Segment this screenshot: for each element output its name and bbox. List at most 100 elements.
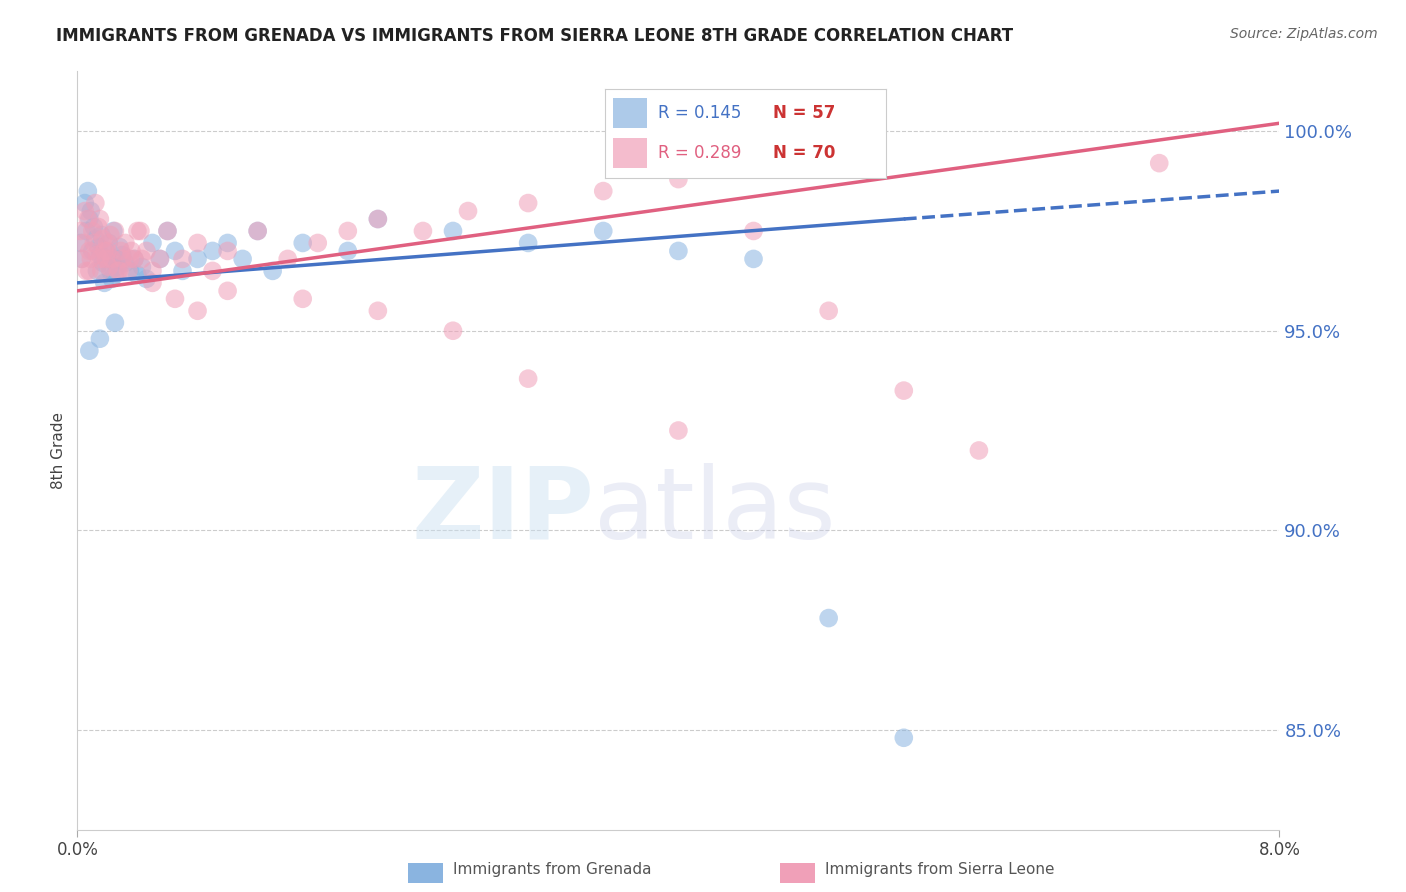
Point (217, 284, 239, 298)
Point (114, 256, 136, 270)
Point (186, 303, 209, 318)
Point (441, 224, 464, 238)
Point (80, 252, 103, 266)
Point (131, 260, 153, 274)
Point (97, 235, 120, 250)
Point (517, 235, 540, 250)
Text: atlas: atlas (595, 463, 837, 559)
Point (82, 224, 104, 238)
Point (100, 227, 122, 242)
Point (156, 224, 179, 238)
Point (90, 227, 112, 242)
Point (96, 244, 118, 258)
Point (107, 260, 129, 274)
Point (108, 240, 131, 254)
Text: Source: ZipAtlas.com: Source: ZipAtlas.com (1230, 27, 1378, 41)
Point (336, 224, 359, 238)
Y-axis label: 8th Grade: 8th Grade (51, 412, 66, 489)
Point (83, 235, 105, 250)
Point (127, 224, 149, 238)
Point (104, 316, 127, 330)
Point (90, 264, 112, 278)
Point (172, 264, 194, 278)
Point (86, 248, 108, 262)
Point (118, 264, 141, 278)
Point (149, 252, 172, 266)
Point (141, 235, 163, 250)
Point (186, 252, 209, 266)
Point (367, 212, 389, 227)
Point (592, 224, 614, 238)
Point (668, 172, 690, 186)
Point (592, 184, 614, 198)
Point (172, 252, 194, 266)
Point (84, 232, 107, 246)
Text: IMMIGRANTS FROM GRENADA VS IMMIGRANTS FROM SIERRA LEONE 8TH GRADE CORRELATION CH: IMMIGRANTS FROM GRENADA VS IMMIGRANTS FR… (56, 27, 1014, 45)
Point (69, 224, 91, 238)
Point (114, 235, 136, 250)
Text: N = 57: N = 57 (773, 104, 835, 122)
Point (76, 212, 98, 227)
Text: R = 0.145: R = 0.145 (658, 104, 741, 122)
Text: R = 0.289: R = 0.289 (658, 145, 741, 162)
Point (93, 276, 115, 290)
Point (893, 731, 915, 745)
Point (82, 244, 104, 258)
Point (967, 443, 990, 458)
Point (75, 224, 97, 238)
Point (94, 244, 117, 258)
Point (91, 256, 114, 270)
Point (668, 244, 690, 258)
Point (217, 244, 239, 258)
Point (262, 264, 284, 278)
Point (336, 244, 359, 258)
Point (107, 264, 129, 278)
FancyBboxPatch shape (613, 98, 647, 128)
Point (108, 264, 131, 278)
Point (127, 268, 149, 282)
Point (89, 212, 111, 227)
Point (96, 252, 118, 266)
Point (742, 224, 765, 238)
Point (367, 212, 389, 227)
Text: N = 70: N = 70 (773, 145, 835, 162)
Point (291, 235, 314, 250)
Point (232, 252, 254, 266)
Point (156, 224, 179, 238)
Point (97, 260, 120, 274)
Point (186, 235, 209, 250)
Point (1149, 156, 1171, 170)
Point (246, 224, 269, 238)
Point (367, 303, 389, 318)
Point (668, 424, 690, 438)
Point (93, 244, 115, 258)
Point (517, 196, 540, 211)
Point (79, 343, 101, 358)
Point (118, 252, 141, 266)
Point (91, 232, 114, 246)
Point (84, 196, 107, 211)
Point (70, 252, 93, 266)
Point (817, 611, 839, 625)
Point (135, 272, 157, 286)
Point (101, 252, 124, 266)
Point (111, 252, 134, 266)
Point (131, 252, 153, 266)
Point (103, 224, 125, 238)
Point (105, 252, 128, 266)
Text: ZIP: ZIP (412, 463, 595, 559)
Point (101, 272, 124, 286)
Point (100, 264, 122, 278)
Point (111, 248, 134, 262)
Point (86, 264, 108, 278)
Point (73, 204, 96, 219)
Point (163, 244, 186, 258)
Text: Immigrants from Sierra Leone: Immigrants from Sierra Leone (825, 863, 1054, 877)
Point (70, 252, 93, 266)
Point (124, 252, 146, 266)
Point (87, 219, 110, 234)
FancyBboxPatch shape (613, 138, 647, 168)
Point (72, 235, 94, 250)
Point (87, 240, 110, 254)
Point (517, 371, 540, 385)
